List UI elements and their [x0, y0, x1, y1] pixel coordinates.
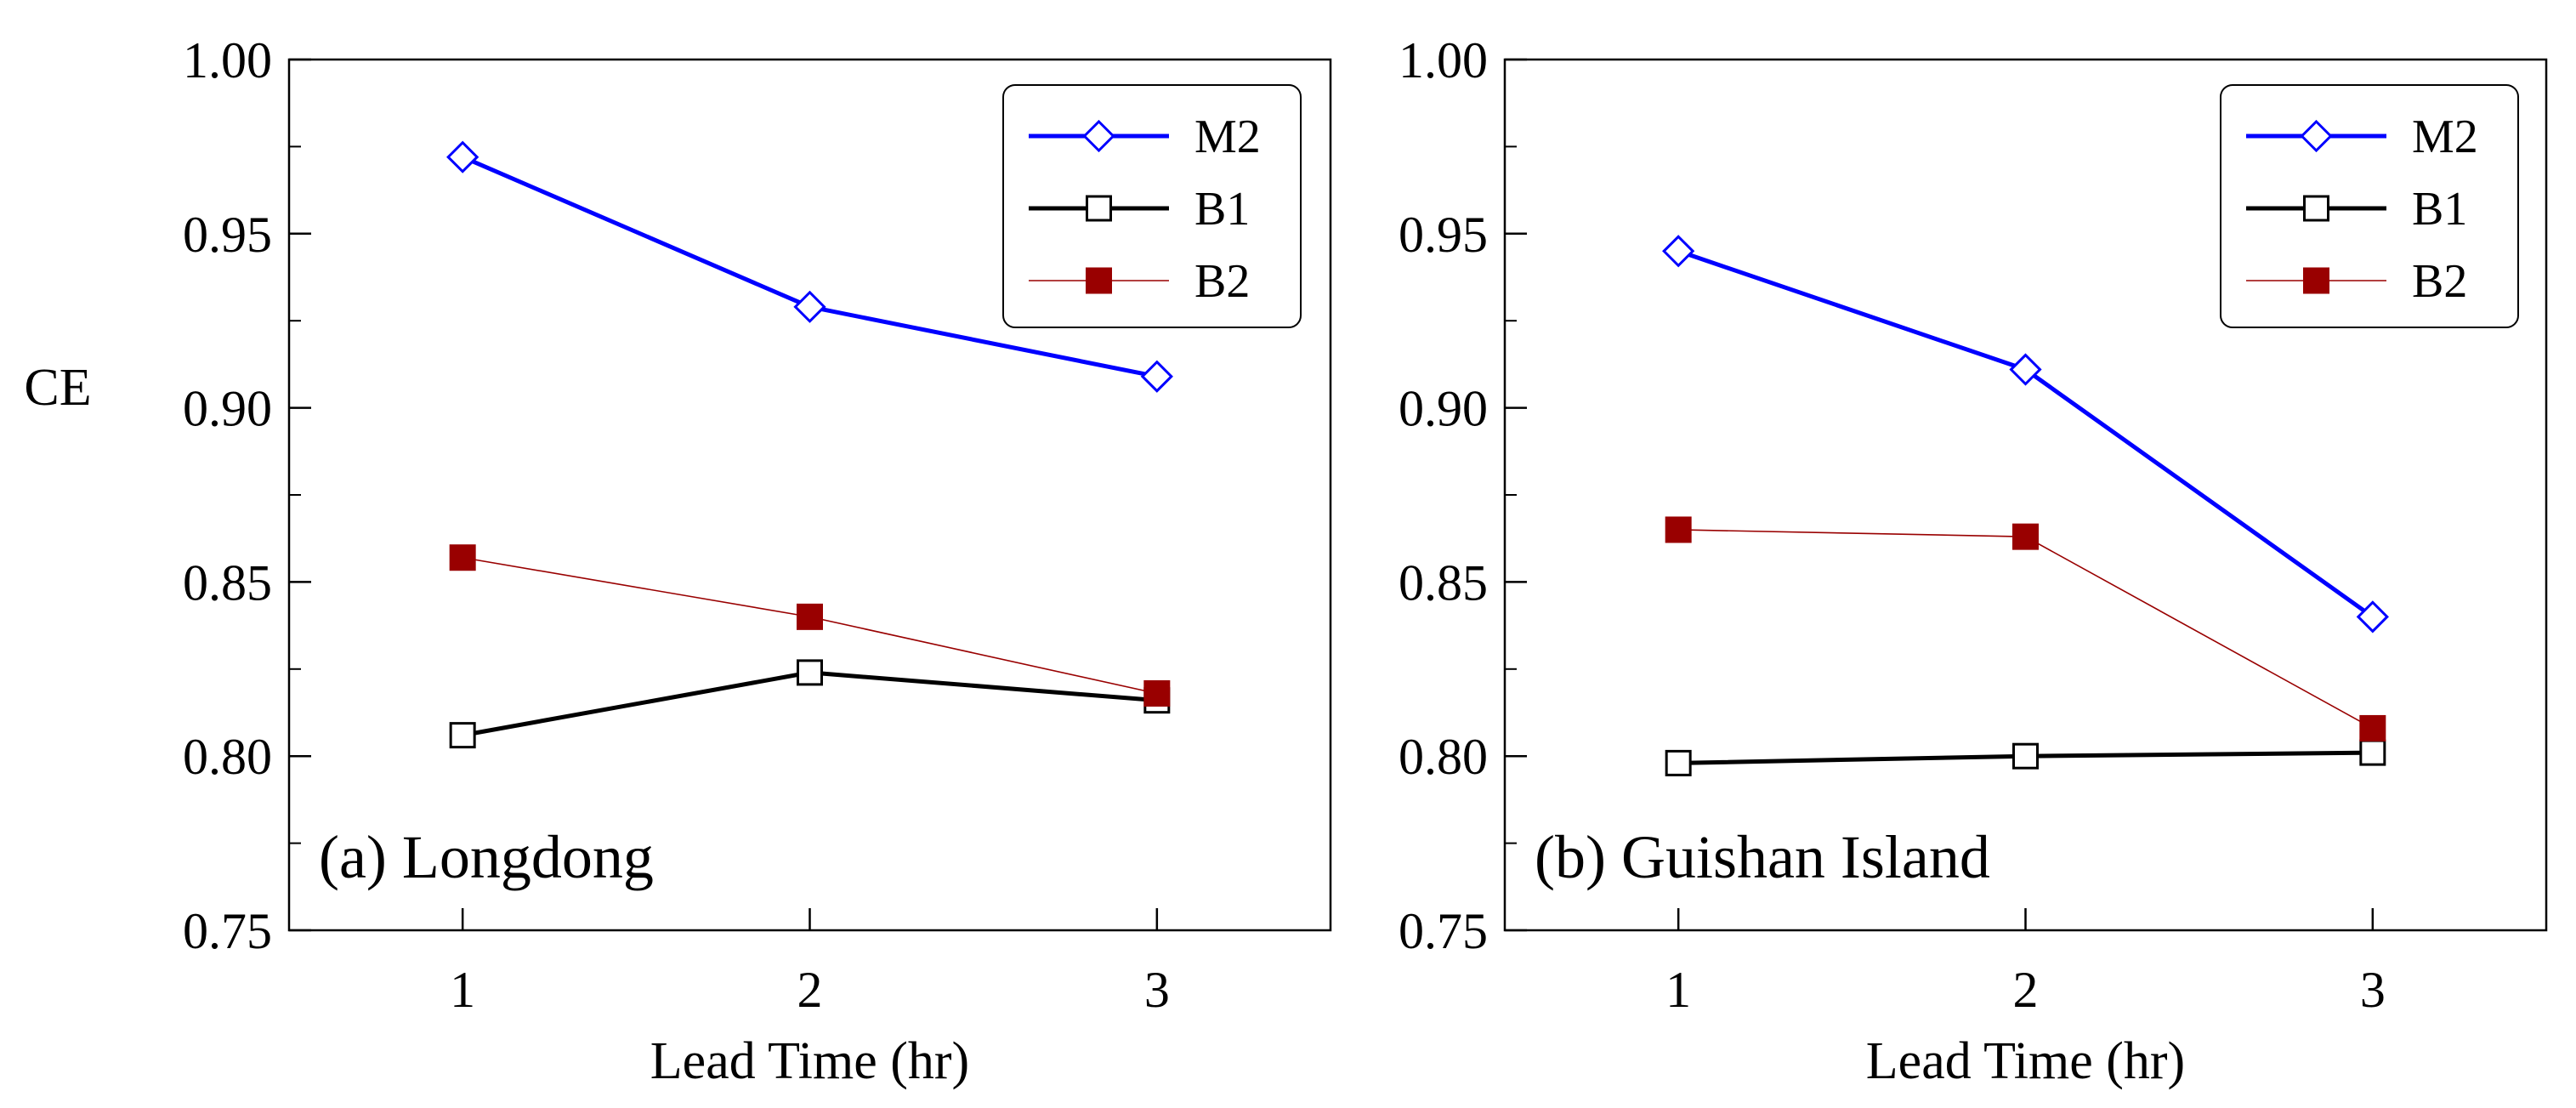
data-point-m2 [446, 140, 479, 173]
data-point-m2 [2009, 353, 2042, 386]
chart-panel-1: 0.75 0.80 0.85 0.90 0.95 1.00 1 2 3 Lead Time (hr… [24, 32, 1332, 1090]
chart-panel-2: 0.75 0.80 0.85 0.90 0.95 1.00 1 2 3 Lead Time (hr… [1399, 32, 2548, 1090]
y-tick-label: 0.90 [1399, 381, 1488, 437]
data-point-m2 [1140, 360, 1173, 393]
data-point-b2 [449, 544, 476, 571]
x-tick-label: 1 [1665, 962, 1691, 1018]
x-tick-label: 3 [1144, 962, 1170, 1018]
data-point-b1 [449, 722, 476, 749]
y-tick-label: 0.80 [1399, 729, 1488, 785]
data-point-b1 [1665, 749, 1692, 776]
y-tick-label: 0.75 [183, 903, 272, 959]
legend-marker [2300, 119, 2333, 153]
y-tick-label: 0.85 [183, 554, 272, 611]
y-tick-label: 0.80 [183, 729, 272, 785]
data-point-b2 [1143, 679, 1171, 707]
x-axis-title: Lead Time (hr) [650, 1032, 969, 1090]
y-tick-label: 0.85 [1399, 554, 1488, 611]
x-axis-title: Lead Time (hr) [1866, 1032, 2185, 1090]
series-b2 [449, 544, 1171, 707]
legend-marker [1086, 195, 1112, 222]
y-tick-label: 1.00 [183, 32, 272, 88]
data-point-b1 [2359, 739, 2386, 766]
legend-entry-b2: B2 [2246, 255, 2467, 308]
x-tick-label: 2 [2013, 962, 2039, 1018]
data-point-b1 [2012, 742, 2039, 770]
legend: M2 B1 B2 [2220, 84, 2519, 328]
data-point-b2 [797, 603, 823, 630]
y-tick-label: 1.00 [1399, 32, 1488, 88]
legend-label: B1 [2412, 183, 2467, 236]
legend-entry-b2: B2 [1029, 255, 1250, 308]
legend-label: B2 [2412, 255, 2467, 308]
legend-marker [1086, 267, 1112, 294]
series-m2 [1662, 235, 2389, 634]
series-b2 [1665, 516, 2386, 742]
data-point-b2 [2359, 714, 2386, 742]
data-point-m2 [793, 290, 826, 323]
series-m2 [446, 140, 1173, 393]
y-axis-title: CE [24, 359, 91, 417]
x-tick-label: 1 [450, 962, 475, 1018]
legend-marker [1082, 119, 1115, 153]
y-tick-label: 0.95 [1399, 207, 1488, 263]
data-point-b2 [1665, 516, 1692, 543]
legend-label: B2 [1194, 255, 1250, 308]
y-tick-label: 0.95 [183, 207, 272, 263]
data-point-b2 [2012, 523, 2039, 550]
legend-marker [2303, 267, 2329, 294]
panel-label: (a) Longdong [319, 823, 654, 891]
data-point-m2 [1662, 235, 1695, 268]
legend-entry-m2: M2 [1029, 111, 1261, 163]
y-tick-label: 0.75 [1399, 903, 1488, 959]
legend-label: M2 [2412, 111, 2478, 163]
legend-entry-m2: M2 [2246, 111, 2478, 163]
panel-label: (b) Guishan Island [1535, 823, 1990, 891]
legend-label: M2 [1194, 111, 1261, 163]
series-b1 [1665, 739, 2386, 776]
data-point-b1 [797, 659, 823, 686]
data-point-m2 [2356, 600, 2389, 634]
x-tick-label: 3 [2360, 962, 2386, 1018]
legend: M2 B1 B2 [1002, 84, 1302, 328]
series-line-b2 [1678, 529, 2374, 730]
x-tick-label: 2 [797, 962, 823, 1018]
legend-entry-b1: B1 [2246, 183, 2467, 236]
series-b1 [449, 659, 1171, 749]
legend-marker [2303, 195, 2329, 222]
y-tick-label: 0.90 [183, 381, 272, 437]
legend-label: B1 [1194, 183, 1250, 236]
legend-entry-b1: B1 [1029, 183, 1250, 236]
